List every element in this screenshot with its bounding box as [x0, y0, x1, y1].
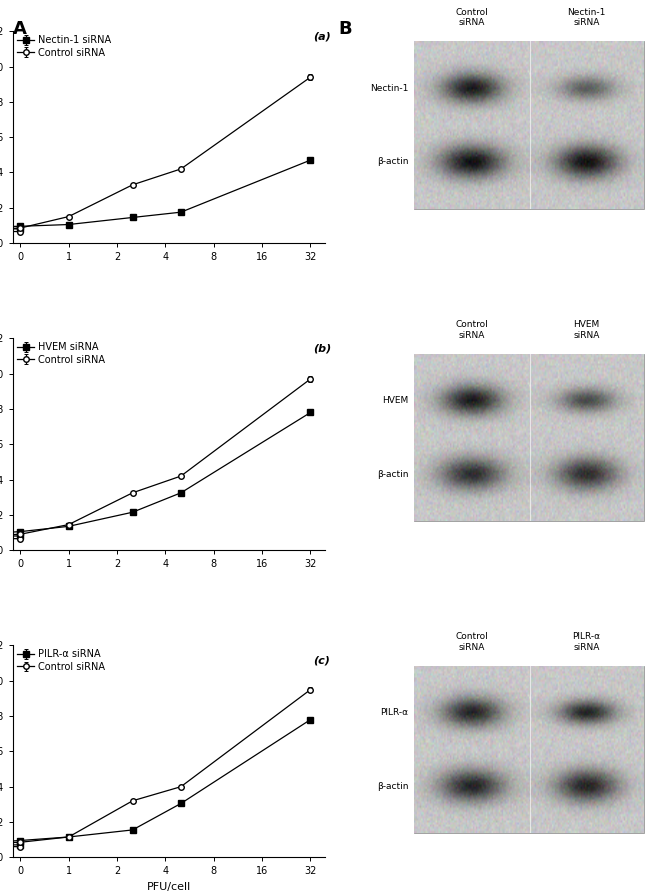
Text: PILR-α
siRNA: PILR-α siRNA — [572, 632, 601, 652]
X-axis label: PFU/cell: PFU/cell — [147, 882, 191, 892]
Text: Nectin-1: Nectin-1 — [370, 84, 408, 93]
Text: (a): (a) — [313, 31, 332, 41]
Text: B: B — [338, 20, 352, 38]
Bar — [415, 666, 644, 833]
Bar — [415, 354, 644, 521]
Text: HVEM
siRNA: HVEM siRNA — [573, 320, 599, 339]
Text: HVEM: HVEM — [382, 396, 408, 405]
Text: β-actin: β-actin — [377, 157, 408, 166]
Text: (b): (b) — [313, 344, 332, 354]
Bar — [415, 41, 644, 209]
Text: β-actin: β-actin — [377, 781, 408, 791]
Text: β-actin: β-actin — [377, 470, 408, 479]
Text: Control
siRNA: Control siRNA — [455, 8, 488, 27]
Text: (c): (c) — [313, 655, 330, 666]
Legend: PILR-α siRNA, Control siRNA: PILR-α siRNA, Control siRNA — [16, 648, 106, 672]
Text: Nectin-1
siRNA: Nectin-1 siRNA — [567, 8, 605, 27]
Text: Control
siRNA: Control siRNA — [455, 320, 488, 339]
Text: A: A — [13, 20, 27, 38]
Text: PILR-α: PILR-α — [380, 708, 408, 717]
Legend: HVEM siRNA, Control siRNA: HVEM siRNA, Control siRNA — [16, 341, 106, 365]
Text: Control
siRNA: Control siRNA — [455, 632, 488, 652]
Legend: Nectin-1 siRNA, Control siRNA: Nectin-1 siRNA, Control siRNA — [16, 34, 112, 59]
